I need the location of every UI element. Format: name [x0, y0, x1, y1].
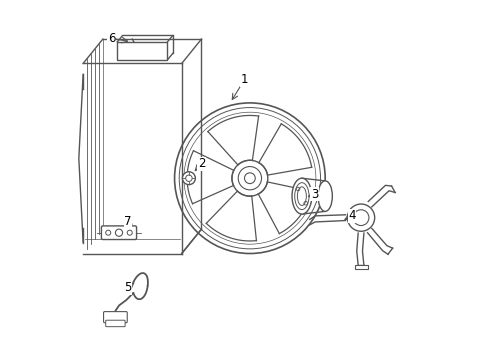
- FancyBboxPatch shape: [101, 226, 136, 239]
- Text: 6: 6: [108, 32, 115, 45]
- Text: 3: 3: [310, 188, 318, 201]
- FancyBboxPatch shape: [354, 265, 367, 269]
- Text: 2: 2: [197, 157, 205, 170]
- FancyBboxPatch shape: [103, 312, 127, 323]
- FancyBboxPatch shape: [117, 42, 167, 60]
- Text: 5: 5: [124, 281, 131, 294]
- FancyBboxPatch shape: [105, 320, 125, 327]
- Text: 4: 4: [347, 210, 355, 222]
- Circle shape: [346, 204, 374, 231]
- Text: 7: 7: [124, 215, 131, 228]
- Circle shape: [182, 172, 195, 185]
- Ellipse shape: [291, 178, 311, 214]
- Ellipse shape: [317, 181, 332, 211]
- Text: 1: 1: [240, 73, 248, 86]
